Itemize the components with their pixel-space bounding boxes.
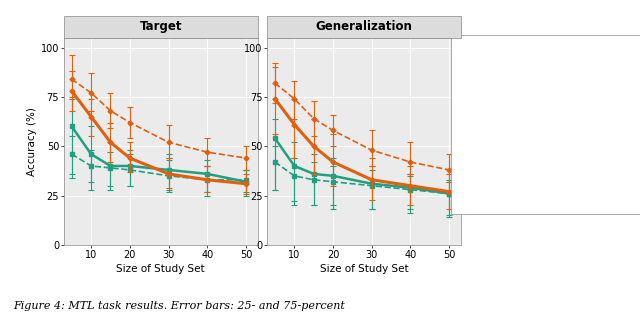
Text: 30: 30 <box>525 92 538 102</box>
X-axis label: Size of Study Set: Size of Study Set <box>116 264 205 274</box>
Text: Generalization: Generalization <box>316 20 412 33</box>
Text: Figure 4: MTL task results. Error bars: 25- and 75-percent: Figure 4: MTL task results. Error bars: … <box>13 301 345 311</box>
Y-axis label: Accuracy (%): Accuracy (%) <box>27 107 36 176</box>
Text: 16,1,7: 16,1,7 <box>525 158 558 168</box>
Text: Neocortex: Neocortex <box>470 44 534 54</box>
X-axis label: Size of Study Set: Size of Study Set <box>320 264 408 274</box>
Text: 10: 10 <box>525 64 538 74</box>
Text: Hippocampus: Hippocampus <box>470 132 555 142</box>
Text: 4,100,4: 4,100,4 <box>525 190 564 200</box>
Text: Target: Target <box>140 20 182 33</box>
